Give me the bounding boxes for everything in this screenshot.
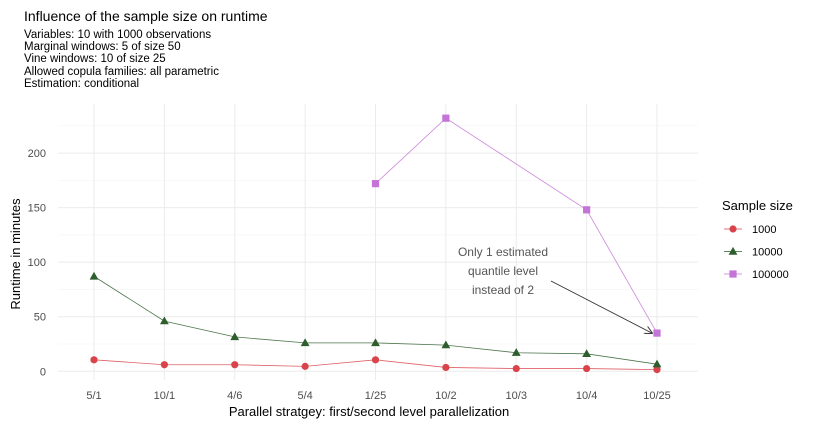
series-1000 xyxy=(90,356,661,374)
x-tick-label: 10/25 xyxy=(643,390,671,402)
grid-lines xyxy=(58,104,698,380)
data-point xyxy=(583,364,591,373)
chart-title: Influence of the sample size on runtime xyxy=(24,8,268,24)
series-line xyxy=(375,117,658,334)
annotation-text-line: Only 1 estimated xyxy=(458,245,548,259)
data-point xyxy=(301,362,309,370)
x-tick-label: 10/3 xyxy=(506,390,527,402)
axis-labels: 0 50 100 150 200 5/1 10/1 4/6 5/4 1/25 10/2 10/3 10/… xyxy=(8,148,671,419)
legend: Sample size 1000 10000 100000 xyxy=(722,198,793,281)
subtitle-line: Vine windows: 10 of size 25 xyxy=(24,53,166,66)
legend-title: Sample size xyxy=(722,198,793,213)
legend-item-100000: 100000 xyxy=(724,269,789,281)
legend-item-1000: 1000 xyxy=(724,224,776,236)
y-tick-label: 200 xyxy=(28,148,46,160)
data-point xyxy=(231,361,239,369)
x-tick-label: 5/4 xyxy=(297,390,312,402)
chart-subtitle: Variables: 10 with 1000 observations Marg… xyxy=(24,29,219,90)
series-100000 xyxy=(371,114,661,337)
subtitle-line: Variables: 10 with 1000 observations xyxy=(24,29,212,41)
annotation-text-line: quantile level xyxy=(468,264,538,278)
y-tick-label: 150 xyxy=(28,203,46,215)
data-point xyxy=(511,348,521,356)
y-tick-label: 100 xyxy=(28,257,46,269)
data-point xyxy=(653,329,661,337)
data-point xyxy=(442,363,450,372)
data-point xyxy=(300,338,310,347)
series-10000 xyxy=(89,271,662,368)
data-point xyxy=(159,316,169,325)
data-point xyxy=(90,356,98,364)
x-tick-label: 1/25 xyxy=(365,390,386,402)
legend-marker xyxy=(729,225,737,233)
legend-label: 100000 xyxy=(752,269,789,281)
data-point xyxy=(582,349,592,358)
data-point xyxy=(512,364,520,373)
x-tick-label: 10/4 xyxy=(576,390,597,402)
data-point xyxy=(442,114,450,122)
data-point xyxy=(652,359,662,368)
legend-label: 1000 xyxy=(752,224,776,236)
legend-marker xyxy=(729,270,737,278)
x-tick-label: 10/1 xyxy=(154,390,175,402)
data-point xyxy=(371,338,380,347)
data-point xyxy=(653,366,661,374)
x-tick-label: 10/2 xyxy=(435,390,456,402)
subtitle-line: Allowed copula families: all parametric xyxy=(24,65,219,78)
subtitle-line: Estimation: conditional xyxy=(24,77,140,90)
series-layer xyxy=(89,114,662,374)
annotation-arrow xyxy=(550,280,652,333)
y-axis-title: Runtime in minutes xyxy=(8,198,23,310)
data-point xyxy=(230,332,240,341)
legend-marker xyxy=(728,246,738,255)
legend-label: 10000 xyxy=(752,247,783,259)
data-point xyxy=(89,271,99,280)
y-tick-label: 50 xyxy=(34,312,46,324)
x-tick-label: 4/6 xyxy=(227,390,242,402)
subtitle-line: Marginal windows: 5 of size 50 xyxy=(24,41,181,54)
data-point xyxy=(160,361,168,369)
data-point xyxy=(583,206,591,214)
x-tick-label: 5/1 xyxy=(86,390,101,402)
data-point xyxy=(371,180,380,188)
annotation: Only 1 estimated quantile level instead of… xyxy=(458,245,652,333)
data-point xyxy=(371,356,380,364)
legend-item-10000: 10000 xyxy=(724,247,783,259)
annotation-text-line: instead of 2 xyxy=(472,283,534,297)
x-axis-title: Parallel stratgey: first/second level pa… xyxy=(229,404,509,419)
data-point xyxy=(441,340,451,349)
y-tick-label: 0 xyxy=(40,366,46,378)
